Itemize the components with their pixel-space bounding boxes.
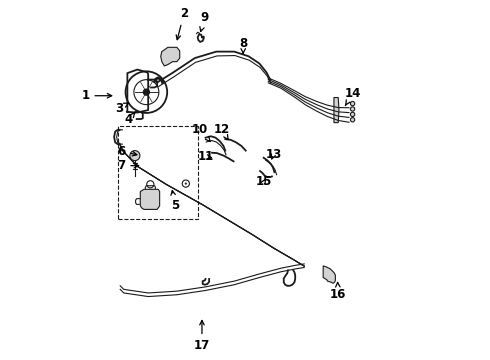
Text: 11: 11 bbox=[197, 150, 214, 163]
Text: 15: 15 bbox=[256, 175, 272, 188]
Text: 12: 12 bbox=[214, 123, 230, 140]
Polygon shape bbox=[140, 189, 160, 210]
Circle shape bbox=[350, 112, 355, 117]
Text: 7: 7 bbox=[117, 159, 139, 172]
Circle shape bbox=[143, 89, 149, 95]
Text: 13: 13 bbox=[266, 148, 282, 161]
Text: 3: 3 bbox=[115, 102, 128, 115]
Circle shape bbox=[350, 107, 355, 111]
Circle shape bbox=[350, 118, 355, 122]
Text: 17: 17 bbox=[194, 320, 210, 352]
Polygon shape bbox=[323, 266, 335, 283]
Polygon shape bbox=[334, 98, 339, 123]
Text: 16: 16 bbox=[330, 282, 346, 301]
Text: 14: 14 bbox=[344, 87, 361, 105]
Text: 5: 5 bbox=[171, 190, 179, 212]
Text: 10: 10 bbox=[192, 123, 210, 141]
Text: 2: 2 bbox=[176, 7, 188, 40]
Text: 4: 4 bbox=[124, 112, 135, 126]
Circle shape bbox=[185, 183, 187, 185]
Text: 1: 1 bbox=[81, 89, 112, 102]
Polygon shape bbox=[161, 47, 180, 66]
Circle shape bbox=[350, 102, 355, 106]
Text: 6: 6 bbox=[117, 145, 137, 158]
Circle shape bbox=[130, 150, 140, 161]
Text: 9: 9 bbox=[200, 12, 209, 31]
Text: 8: 8 bbox=[239, 36, 247, 53]
Bar bbox=[118, 126, 198, 220]
